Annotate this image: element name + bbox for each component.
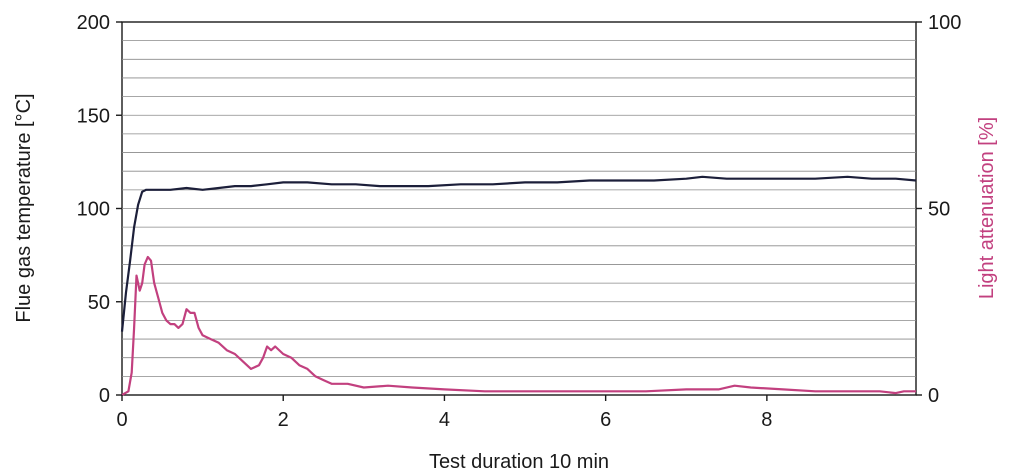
x-tick-label: 4 [439,409,450,431]
y-left-tick-label: 0 [99,385,110,407]
x-tick-label: 0 [116,409,127,431]
flue-gas-temperature-line [120,175,917,332]
y-right-tick-label: 50 [928,199,950,221]
y-axis-label-right: Light attenuation [%] [976,117,998,299]
y-right-tick-label: 0 [928,385,939,407]
y-left-tick-label: 150 [77,105,110,127]
x-tick-label: 6 [600,409,611,431]
y-left-tick-label: 50 [88,292,110,314]
x-tick-label: 8 [761,409,772,431]
y-left-tick-label: 100 [77,199,110,221]
series-layer [120,175,917,396]
ticks-layer: 0 2 4 6 8 0 50 100 150 200 0 50 100 [77,12,962,431]
y-left-tick-label: 200 [77,12,110,34]
y-right-tick-label: 100 [928,12,961,34]
x-axis-label: Test duration 10 min [429,451,609,473]
x-tick-label: 2 [278,409,289,431]
light-attenuation-line [121,255,916,396]
grid [122,40,916,377]
y-axis-label-left: Flue gas temperature [°C] [13,93,35,322]
